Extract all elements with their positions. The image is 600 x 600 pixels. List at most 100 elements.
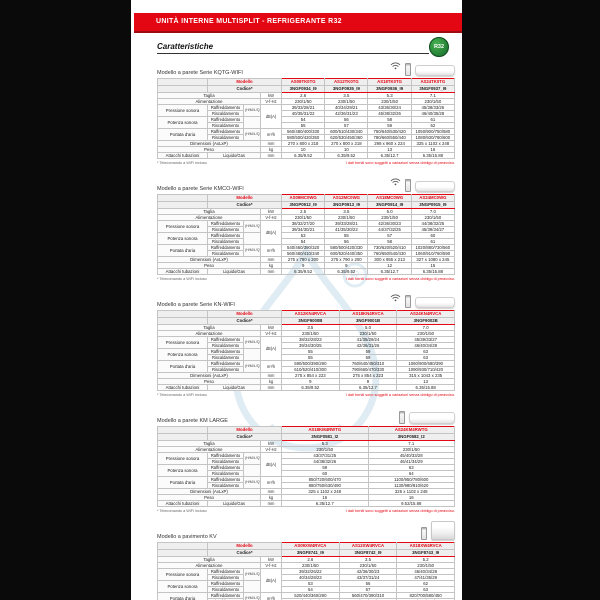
section-header: Modello a parete Serie KN-WIFI: [157, 292, 455, 308]
sub-label: Riscaldamento: [207, 354, 244, 361]
value-cell: 6.35/9.52: [281, 152, 326, 159]
value-cell: 6.35/9.52: [324, 152, 369, 159]
row-label: Potenza sonora: [157, 232, 208, 245]
value-cell: 760/650/540/430: [367, 250, 412, 257]
empty-cell: [243, 232, 261, 245]
product-section: Modello a parete Serie KMCO-WIFI Modello A…: [157, 176, 456, 281]
model-header-row: Modello AS12KN4RVCA AS18KN4RVCA AS24KN4RVCA: [157, 310, 455, 318]
row-label: Pressione sonora: [157, 568, 208, 581]
value-cell: 750/640/530/420: [367, 128, 412, 135]
section-header: Modello a parete KM LARGE: [157, 408, 455, 424]
floor-unit-image: [431, 521, 455, 540]
value-cell: 6.35/15.88: [410, 268, 456, 275]
dimensioni-row: Dimensioni (AxLxP) mm 275 x 854 x 223 275 x…: [157, 372, 455, 379]
spec-table: Modello AS09MC0WG AS12MC0WG AS18MC0WG AS24MC…: [157, 194, 456, 275]
fan-speed-label: (H/M/L/Q): [243, 244, 261, 257]
wifi-icon: [390, 289, 401, 307]
value-cell: 270 x 800 x 218: [324, 140, 369, 147]
sub-label: Riscaldamento: [207, 342, 244, 349]
sub-label: Liquido/Gas: [207, 268, 261, 275]
row-label: Pressione sonora: [157, 220, 208, 233]
value-cell: 6.35/9.52: [281, 384, 340, 391]
empty-cell: [243, 116, 261, 129]
model-name-cell: AS09XW4RVCA: [281, 542, 340, 550]
sub-label: Raffreddamento: [207, 116, 244, 123]
value-cell: 270 x 800 x 218: [281, 140, 326, 147]
row-label: Potenza sonora: [157, 116, 208, 129]
fan-speed-label: (H/M/L/Q): [243, 360, 261, 373]
fan-speed-label: (H/M/L/Q): [243, 128, 261, 141]
table-notes: * Telecomando a WiFi incluso I dati forni…: [157, 277, 455, 281]
sub-label: Riscaldamento: [207, 586, 244, 593]
model-name-cell: AS09MC0WG: [281, 194, 326, 202]
page-content: Caratteristiche Modello a parete Serie K…: [157, 42, 456, 600]
section-icons: [390, 57, 455, 76]
section-title: Modello a parete KM LARGE: [157, 418, 228, 424]
unit-cell: m³/h: [259, 592, 283, 600]
pressione-risc-row: Riscaldamento 40/35/31/22 42/36/31/23 45/38…: [158, 110, 456, 117]
model-name-cell: AS18TK0TG: [367, 78, 412, 86]
sub-label: Liquido/Gas: [207, 152, 261, 159]
code-header-row: Codice* 3NGF8741_I9 3NGF8742_I9 3NGF8743_I9: [157, 549, 455, 557]
tbody: Modello AS18KM4RWTG AS24KM4RWTG Codice* 3NGF…: [157, 426, 455, 507]
sub-label: Riscaldamento: [207, 458, 244, 465]
codice-label: Codice*: [206, 433, 283, 441]
corner-cell: [157, 426, 208, 434]
fan-speed-label: (H/M/L/Q): [243, 592, 261, 600]
model-name-cell: AS12KN4RVCA: [281, 310, 340, 318]
sub-label: Raffreddamento: [207, 232, 244, 239]
model-code-cell: 3NGF8742_I9: [338, 549, 398, 557]
tbody: Modello AS09TK0TG AS12TK0TG AS18TK0TG AS24TK…: [157, 78, 456, 159]
sub-label: Raffreddamento: [207, 464, 244, 471]
potenza-raff-row: Potenza sonora Raffreddamento 53 55 57 60: [157, 232, 456, 245]
model-code-cell: 3NGP0913_I9: [324, 201, 369, 209]
modello-label: Modello: [206, 426, 283, 434]
tbody: Modello AS09XW4RVCA AS12XW4RVCA AS18XW4RVCA…: [157, 542, 455, 600]
value-cell: 327 x 1080 x 245: [410, 256, 456, 263]
model-code-cell: 3NGF0935_I9: [324, 85, 369, 93]
value-cell: 6.35/12.7: [281, 500, 369, 507]
value-cell: 600/510/430/340: [324, 128, 369, 135]
sub-label: Raffreddamento: [207, 220, 244, 227]
page-banner: UNITÀ INTERNE MULTISPLIT - REFRIGERANTE …: [134, 13, 462, 33]
attacchi-row: Attacchi tubazioni Liquido/Gas mm 6.35/9.52…: [157, 268, 456, 275]
value-cell: 6.35/9.52: [324, 268, 369, 275]
model-header-row: Modello AS09TK0TG AS12TK0TG AS18TK0TG AS24TK…: [157, 78, 456, 86]
unit-cell: m³/h: [259, 360, 283, 373]
sub-label: Raffreddamento: [207, 336, 244, 343]
sub-label: Raffreddamento: [207, 128, 244, 135]
value-cell: 275 x 790 x 200: [281, 256, 326, 263]
remote-control-icon: [405, 295, 411, 308]
model-name-cell: AS24KN4RVCA: [396, 310, 455, 318]
value-cell: 580/500/420/330: [324, 244, 369, 251]
corner-cell: [157, 194, 208, 202]
value-cell: 560/480/410/340: [281, 250, 326, 257]
model-name-cell: AS24KM4RWTG: [367, 426, 455, 434]
empty-cell: [243, 580, 261, 593]
unit-cell: dB(A): [259, 568, 283, 593]
section-title: Modello a parete Serie KMCO-WIFI: [157, 186, 244, 192]
model-name-cell: AS24MC0WG: [410, 194, 456, 202]
sub-label: Raffreddamento: [207, 592, 244, 599]
unit-cell: dB(A): [259, 336, 283, 361]
model-name-cell: AS12MC0WG: [324, 194, 369, 202]
section-title: Modello a pavimento KV: [157, 534, 217, 540]
note-left: * Telecomando a WiFi incluso: [157, 161, 207, 165]
section-icons: [399, 411, 455, 424]
value-cell: 1020/880/730/560: [410, 244, 456, 251]
codice-label: Codice*: [206, 549, 283, 557]
product-section: Modello a parete Serie KQTG-WIFI Modello A…: [157, 57, 456, 165]
row-label: Portata d'aria: [157, 360, 208, 373]
unit-cell: dB(A): [259, 452, 283, 477]
value-cell: 6.35/12.7: [367, 152, 412, 159]
corner-cell: [157, 549, 208, 557]
value-cell: 560/480/400/330: [281, 128, 326, 135]
banner-title: UNITÀ INTERNE MULTISPLIT - REFRIGERANTE …: [156, 18, 342, 25]
row-label: Attacchi tubazioni: [157, 268, 208, 275]
corner-cell: [157, 310, 208, 318]
sub-label: Riscaldamento: [207, 470, 244, 477]
value-cell: 6.35/9.52: [281, 268, 326, 275]
model-code-cell: 3NGF9001B: [338, 317, 398, 325]
tbody: Modello AS09MC0WG AS12MC0WG AS18MC0WG AS24MC…: [157, 194, 456, 275]
